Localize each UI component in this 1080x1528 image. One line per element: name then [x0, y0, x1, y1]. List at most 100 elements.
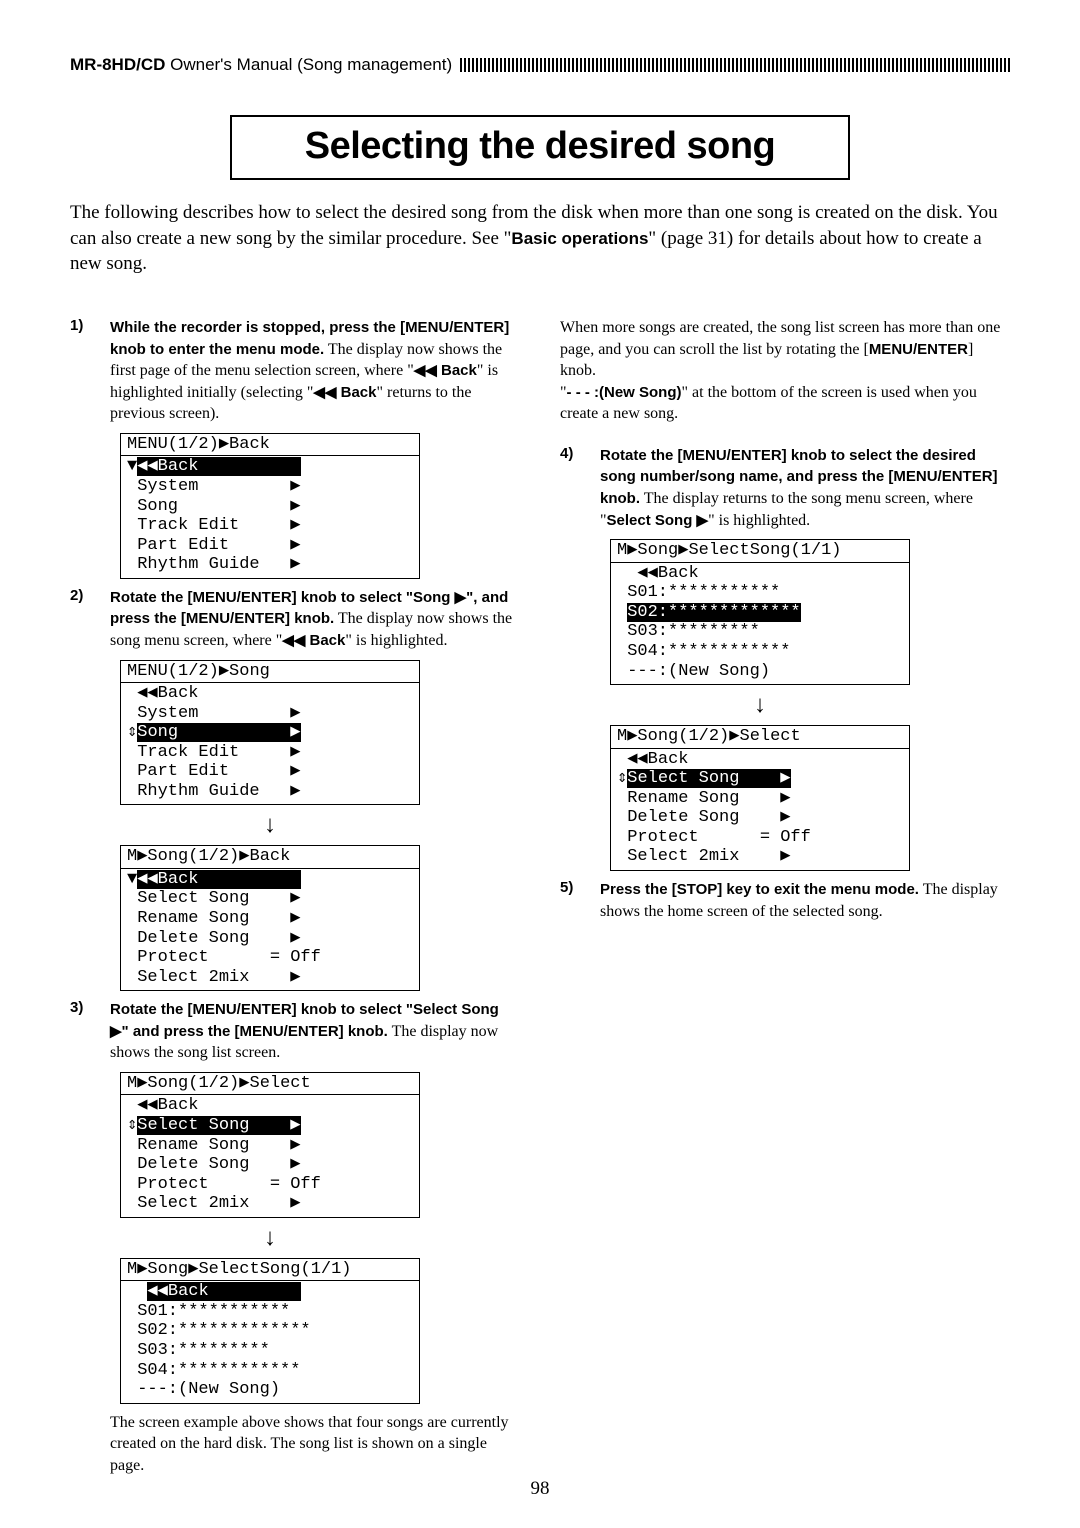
header-text: MR-8HD/CD Owner's Manual (Song managemen…	[70, 55, 452, 75]
l	[127, 1282, 147, 1301]
t: - - - :(New Song)	[567, 384, 682, 401]
page-header: MR-8HD/CD Owner's Manual (Song managemen…	[70, 55, 1010, 75]
l: Part Edit ▶	[127, 762, 300, 781]
l: S02:*************	[127, 1321, 311, 1340]
paragraph: When more songs are created, the song li…	[560, 317, 1010, 425]
lcd-highlight: Select Song ▶	[137, 1116, 300, 1135]
lcd-body: ◀◀Back System ▶ ⇕Song ▶ Track Edit ▶ Par…	[121, 683, 419, 804]
step-3: 3) Rotate the [MENU/ENTER] knob to selec…	[70, 999, 520, 1064]
l: Rename Song ▶	[127, 1136, 300, 1155]
page-title: Selecting the desired song	[232, 125, 848, 168]
l: Rhythm Guide ▶	[127, 555, 300, 574]
lcd-body: ◀◀Back ⇕Select Song ▶ Rename Song ▶ Dele…	[611, 749, 909, 870]
lcd-screen-2: MENU(1/2)▶Song ◀◀Back System ▶ ⇕Song ▶ T…	[120, 660, 420, 806]
l: ---:(New Song)	[127, 1380, 280, 1399]
step-4: 4) Rotate the [MENU/ENTER] knob to selec…	[560, 445, 1010, 531]
manual-page: MR-8HD/CD Owner's Manual (Song managemen…	[0, 0, 1080, 1512]
lcd-screen-6: M▶Song▶SelectSong(1/1) ◀◀Back S01:******…	[610, 539, 910, 685]
step-num: 4)	[560, 445, 600, 531]
down-arrow-icon: ↓	[120, 813, 420, 837]
l: Rename Song ▶	[127, 909, 300, 928]
lcd-highlight: ◀◀Back	[137, 870, 300, 889]
l: ◀◀Back	[127, 684, 198, 703]
l: Protect = Off	[127, 1175, 321, 1194]
l: ⇕	[127, 723, 137, 742]
lcd-head: M▶Song(1/2)▶Select	[121, 1073, 419, 1096]
l: S04:************	[127, 1361, 300, 1380]
step-5: 5) Press the [STOP] key to exit the menu…	[560, 879, 1010, 922]
l: Part Edit ▶	[127, 536, 300, 555]
l: S03:*********	[617, 622, 760, 641]
step-1: 1) While the recorder is stopped, press …	[70, 317, 520, 425]
paragraph: The screen example above shows that four…	[110, 1412, 520, 1477]
lcd-highlight: ◀◀Back	[147, 1282, 300, 1301]
section-name: Owner's Manual (Song management)	[165, 55, 452, 74]
step-num: 2)	[70, 587, 110, 652]
right-column: When more songs are created, the song li…	[560, 317, 1010, 1482]
t: ◀◀ Back	[313, 384, 376, 401]
l	[617, 603, 627, 622]
l: System ▶	[127, 704, 300, 723]
l: Select 2mix ▶	[127, 1194, 300, 1213]
t: ◀◀ Back	[414, 362, 477, 379]
lcd-highlight: Select Song ▶	[627, 769, 790, 788]
l: Delete Song ▶	[617, 808, 790, 827]
intro-paragraph: The following describes how to select th…	[70, 200, 1010, 277]
step-body: Rotate the [MENU/ENTER] knob to select "…	[110, 587, 520, 652]
lcd-head: M▶Song▶SelectSong(1/1)	[611, 540, 909, 563]
down-arrow-icon: ↓	[120, 1226, 420, 1250]
page-number: 98	[0, 1478, 1080, 1500]
lcd-highlight: ◀◀Back	[137, 457, 300, 476]
l: Protect = Off	[127, 948, 321, 967]
l: Select Song ▶	[127, 889, 300, 908]
lcd-highlight: S02:*************	[627, 603, 800, 622]
step-num: 3)	[70, 999, 110, 1064]
step-num: 1)	[70, 317, 110, 425]
down-arrow-icon: ↓	[610, 693, 910, 717]
l: ⇕	[127, 1116, 137, 1135]
intro-bold: Basic operations	[511, 229, 648, 248]
lcd-body: ◀◀Back S01:*********** S02:*************…	[611, 563, 909, 684]
product-name: MR-8HD/CD	[70, 55, 165, 74]
l: Select 2mix ▶	[127, 968, 300, 987]
l: S01:***********	[617, 583, 780, 602]
step-body: While the recorder is stopped, press the…	[110, 317, 520, 425]
l: ▼	[127, 870, 137, 889]
lcd-head: M▶Song(1/2)▶Select	[611, 726, 909, 749]
content-columns: 1) While the recorder is stopped, press …	[70, 317, 1010, 1482]
lcd-screen-4: M▶Song(1/2)▶Select ◀◀Back ⇕Select Song ▶…	[120, 1072, 420, 1218]
l: ◀◀Back	[127, 1096, 198, 1115]
l: ◀◀Back	[617, 564, 699, 583]
lcd-screen-1: MENU(1/2)▶Back ▼◀◀Back System ▶ Song ▶ T…	[120, 433, 420, 579]
lcd-head: M▶Song(1/2)▶Back	[121, 846, 419, 869]
lcd-screen-5: M▶Song▶SelectSong(1/1) ◀◀Back S01:******…	[120, 1258, 420, 1404]
lcd-head: MENU(1/2)▶Song	[121, 661, 419, 684]
l: Track Edit ▶	[127, 516, 300, 535]
lcd-body: ◀◀Back ⇕Select Song ▶ Rename Song ▶ Dele…	[121, 1095, 419, 1216]
l: Delete Song ▶	[127, 1155, 300, 1174]
lcd-body: ▼◀◀Back Select Song ▶ Rename Song ▶ Dele…	[121, 869, 419, 990]
step-body: Press the [STOP] key to exit the menu mo…	[600, 879, 1010, 922]
lcd-body: ▼◀◀Back System ▶ Song ▶ Track Edit ▶ Par…	[121, 456, 419, 577]
step-num: 5)	[560, 879, 600, 922]
t: " is highlighted.	[708, 512, 810, 529]
header-stripes	[460, 58, 1010, 72]
l: S03:*********	[127, 1341, 270, 1360]
title-box: Selecting the desired song	[230, 115, 850, 180]
step-body: Rotate the [MENU/ENTER] knob to select "…	[110, 999, 520, 1064]
t: MENU/ENTER	[869, 341, 968, 358]
l: S04:************	[617, 642, 790, 661]
lcd-screen-3: M▶Song(1/2)▶Back ▼◀◀Back Select Song ▶ R…	[120, 845, 420, 991]
l: Delete Song ▶	[127, 929, 300, 948]
step-bold: Press the [STOP] key to exit the menu mo…	[600, 881, 919, 898]
lcd-head: MENU(1/2)▶Back	[121, 434, 419, 457]
lcd-head: M▶Song▶SelectSong(1/1)	[121, 1259, 419, 1282]
l: ---:(New Song)	[617, 662, 770, 681]
l: Track Edit ▶	[127, 743, 300, 762]
step-body: Rotate the [MENU/ENTER] knob to select t…	[600, 445, 1010, 531]
t: Select Song ▶	[607, 512, 709, 529]
l: ⇕	[617, 769, 627, 788]
step-2: 2) Rotate the [MENU/ENTER] knob to selec…	[70, 587, 520, 652]
l: Protect = Off	[617, 828, 811, 847]
l: S01:***********	[127, 1302, 290, 1321]
